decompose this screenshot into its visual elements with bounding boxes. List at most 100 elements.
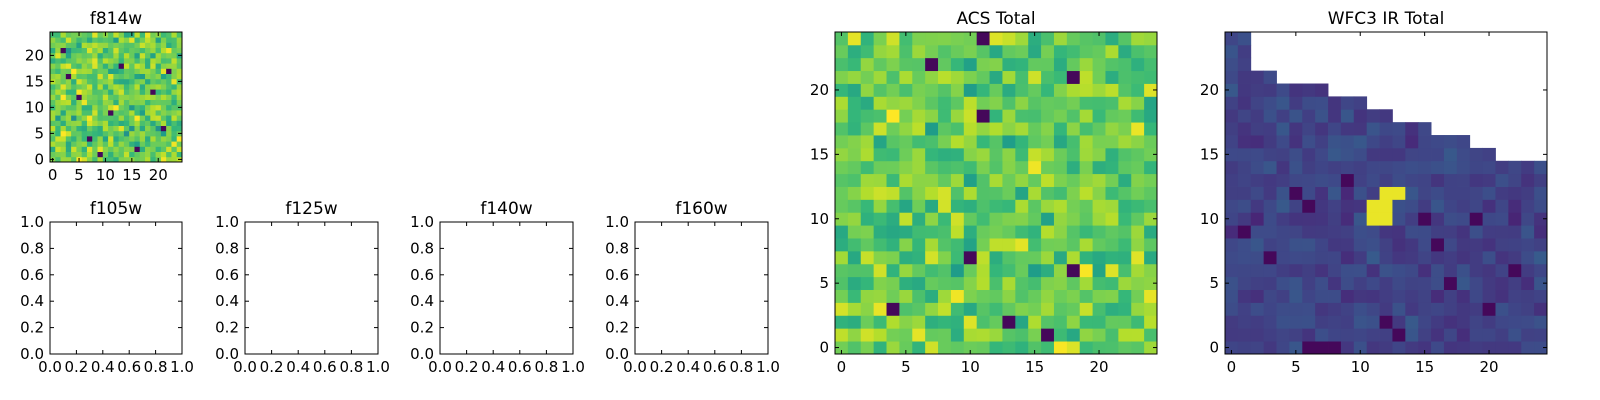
heatmap-cell bbox=[55, 32, 61, 38]
heatmap-cell bbox=[160, 63, 167, 69]
heatmap-cell bbox=[155, 120, 162, 126]
heatmap-cell bbox=[1053, 315, 1068, 329]
heatmap-cell bbox=[1237, 96, 1252, 110]
heatmap-cell bbox=[1302, 302, 1316, 316]
heatmap-cell bbox=[1508, 289, 1522, 303]
heatmap-cell bbox=[938, 199, 952, 213]
heatmap-cell bbox=[92, 37, 98, 43]
heatmap-cell bbox=[1105, 289, 1119, 303]
heatmap-cell bbox=[1237, 135, 1252, 149]
panel-f160w: 0.0 0.2 0.4 0.6 0.8 1.00.00.20.40.60.81.0f160… bbox=[605, 199, 780, 376]
heatmap-cell bbox=[860, 173, 875, 187]
heatmap-cell bbox=[1456, 315, 1471, 329]
heatmap-cell bbox=[1237, 328, 1252, 342]
heatmap-cell bbox=[1534, 186, 1548, 200]
heatmap-cell bbox=[912, 276, 926, 290]
heatmap-cell bbox=[145, 94, 151, 100]
heatmap-cell bbox=[113, 32, 120, 38]
heatmap-cell bbox=[1405, 263, 1419, 278]
heatmap-cell bbox=[118, 32, 125, 38]
heatmap-cell bbox=[899, 109, 913, 123]
heatmap-cell bbox=[847, 44, 862, 59]
heatmap-cell bbox=[847, 96, 862, 110]
heatmap-cell bbox=[134, 63, 141, 69]
heatmap-cell bbox=[1237, 173, 1252, 187]
heatmap-cell bbox=[925, 315, 939, 329]
heatmap-cell bbox=[55, 58, 61, 64]
heatmap-cell bbox=[1041, 238, 1055, 252]
heatmap-cell bbox=[1053, 135, 1068, 149]
heatmap-cell bbox=[71, 120, 77, 126]
heatmap-cell bbox=[1002, 328, 1016, 342]
heatmap-cell bbox=[1225, 276, 1239, 290]
heatmap-cell bbox=[150, 156, 156, 163]
heatmap-cell bbox=[1250, 83, 1265, 97]
heatmap-cell bbox=[873, 276, 887, 290]
heatmap-cell bbox=[50, 146, 56, 152]
heatmap-cell bbox=[1379, 186, 1393, 200]
heatmap-cell bbox=[118, 120, 125, 126]
heatmap-cell bbox=[134, 32, 141, 38]
heatmap-cell bbox=[1118, 70, 1132, 84]
heatmap-cell bbox=[976, 96, 990, 110]
panel-title: WFC3 IR Total bbox=[1328, 9, 1445, 29]
heatmap-cell bbox=[123, 146, 130, 152]
heatmap-cell bbox=[1263, 302, 1277, 316]
heatmap-cell bbox=[899, 212, 913, 226]
heatmap-cell bbox=[1289, 160, 1303, 175]
heatmap-cell bbox=[1092, 250, 1106, 265]
heatmap-cell bbox=[1015, 186, 1029, 200]
heatmap-cell bbox=[873, 315, 887, 329]
heatmap-cell bbox=[118, 156, 125, 163]
heatmap-cell bbox=[989, 302, 1003, 316]
heatmap-cell bbox=[1237, 238, 1252, 252]
heatmap-cell bbox=[1315, 122, 1329, 136]
heatmap-cell bbox=[139, 84, 146, 90]
heatmap-cell bbox=[60, 146, 67, 152]
heatmap-cell bbox=[1250, 186, 1265, 200]
heatmap-cell bbox=[1066, 57, 1081, 72]
heatmap-cell bbox=[113, 120, 120, 126]
heatmap-cell bbox=[129, 84, 135, 90]
heatmap-cell bbox=[847, 83, 862, 97]
axes-frame bbox=[439, 221, 574, 355]
heatmap-cell bbox=[81, 110, 88, 116]
heatmap-cell bbox=[912, 250, 926, 265]
heatmap-cell bbox=[1392, 302, 1406, 316]
heatmap-cell bbox=[1118, 122, 1132, 136]
heatmap-cell bbox=[1041, 109, 1055, 123]
heatmap-cell bbox=[1092, 315, 1106, 329]
heatmap-cell bbox=[1041, 70, 1055, 84]
heatmap-cell bbox=[1079, 57, 1093, 72]
heatmap-cell bbox=[171, 32, 178, 38]
heatmap-cell bbox=[1053, 212, 1068, 226]
heatmap-cell bbox=[65, 136, 72, 142]
heatmap-cell bbox=[166, 99, 172, 106]
heatmap-cell bbox=[86, 110, 93, 116]
heatmap-cell bbox=[1015, 32, 1029, 46]
heatmap-cell bbox=[1131, 315, 1145, 329]
heatmap-cell bbox=[1353, 173, 1368, 187]
heatmap-cell bbox=[92, 68, 98, 74]
heatmap-cell bbox=[102, 110, 109, 116]
heatmap-cell bbox=[97, 99, 104, 106]
heatmap-cell bbox=[1379, 225, 1393, 239]
heatmap-cell bbox=[97, 151, 104, 158]
heatmap-cell bbox=[938, 57, 952, 72]
heatmap-cell bbox=[1250, 173, 1265, 187]
heatmap-cell bbox=[171, 58, 178, 64]
heatmap-cell bbox=[102, 73, 109, 80]
heatmap-cell bbox=[1328, 160, 1342, 175]
heatmap-cell bbox=[1079, 135, 1093, 149]
heatmap-cell bbox=[97, 156, 104, 163]
heatmap-cell bbox=[950, 341, 965, 355]
heatmap-cell bbox=[1263, 225, 1277, 239]
heatmap-cell bbox=[50, 84, 56, 90]
heatmap-cell bbox=[76, 125, 83, 132]
heatmap-cell bbox=[65, 115, 72, 121]
heatmap-cell bbox=[860, 160, 875, 175]
heatmap-cell bbox=[1053, 109, 1068, 123]
heatmap-cell bbox=[1456, 341, 1471, 355]
heatmap-cell bbox=[134, 94, 141, 100]
heatmap-cell bbox=[150, 73, 156, 80]
